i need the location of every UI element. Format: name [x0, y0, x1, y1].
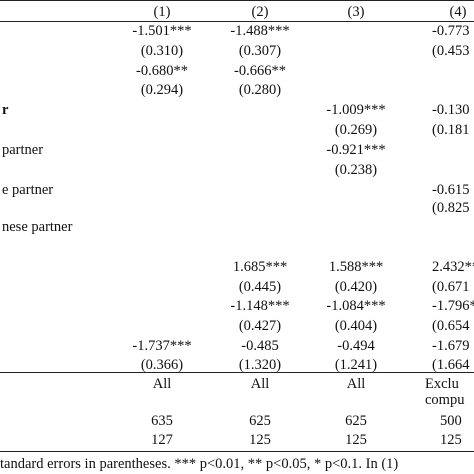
obs-col-3: 625	[345, 413, 367, 429]
cell-r5-col-3: -1.009***	[326, 102, 386, 118]
cell-r3-col-1: -0.680**	[136, 63, 188, 79]
cell-r2-col-1: (0.310)	[140, 43, 184, 59]
header-rule	[0, 21, 474, 22]
header-col-4: (4)	[449, 4, 467, 20]
header-col-1: (1)	[153, 4, 171, 20]
cell-r8-col-3: (0.238)	[334, 162, 378, 178]
obs-col-1: 635	[151, 413, 173, 429]
cell-r15-col-2: -0.485	[241, 338, 279, 354]
cell-r7-col-3: -0.921***	[326, 142, 386, 158]
group-col-4: 125	[440, 432, 462, 448]
cell-r1-col-2: -1.488***	[230, 23, 290, 39]
sample-col-4: Exclu	[425, 376, 459, 392]
cell-r9-col-4: -0.615	[432, 182, 470, 198]
cell-r13-col-2: -1.148***	[230, 298, 290, 314]
cell-r15-col-3: -0.494	[337, 338, 375, 354]
group-col-3: 125	[345, 432, 367, 448]
cell-r16-col-3: (1.241)	[334, 357, 378, 373]
cell-r14-col-4: (0.654	[432, 318, 470, 334]
sample-col-2: All	[250, 376, 270, 392]
cell-r15-col-4: -1.679	[432, 338, 470, 354]
group-col-1: 127	[151, 432, 173, 448]
table-footnote: tandard errors in parentheses. *** p<0.0…	[0, 456, 399, 472]
cell-r13-col-4: -1.796**	[432, 298, 474, 314]
obs-col-2: 625	[249, 413, 271, 429]
row-label-r7: e partner	[2, 182, 54, 198]
cell-r15-col-1: -1.737***	[132, 338, 192, 354]
cell-r16-col-2: (1.320)	[238, 357, 282, 373]
obs-col-4: 500	[440, 413, 462, 429]
cell-r16-col-4: (1.664	[432, 357, 470, 373]
cell-r12-col-2: (0.445)	[238, 279, 282, 295]
cell-r2-col-2: (0.307)	[238, 43, 282, 59]
cell-r2-col-4: (0.453	[432, 43, 470, 59]
cell-r14-col-2: (0.427)	[238, 318, 282, 334]
cell-r11-col-4: 2.432**	[432, 259, 474, 275]
cell-r3-col-2: -0.666**	[234, 63, 286, 79]
row-label-r5: partner	[2, 142, 44, 158]
cell-r13-col-3: -1.084***	[326, 298, 386, 314]
cell-r14-col-3: (0.404)	[334, 318, 378, 334]
cell-r5-col-4: -0.130	[432, 102, 470, 118]
cell-r16-col-1: (0.366)	[140, 357, 184, 373]
cell-r12-col-3: (0.420)	[334, 279, 378, 295]
cell-r11-col-2: 1.685***	[232, 259, 288, 275]
top-rule	[0, 0, 474, 1]
cell-r1-col-1: -1.501***	[132, 23, 192, 39]
header-col-2: (2)	[251, 4, 269, 20]
sample-col-1: All	[152, 376, 172, 392]
body-rule	[0, 372, 474, 373]
bottom-rule	[0, 451, 474, 452]
cell-r11-col-3: 1.588***	[328, 259, 384, 275]
sample-col-3: All	[346, 376, 366, 392]
cell-r4-col-1: (0.294)	[140, 82, 184, 98]
sample2-col-4: compu	[425, 392, 465, 408]
group-col-2: 125	[249, 432, 271, 448]
header-col-3: (3)	[347, 4, 365, 20]
cell-r4-col-2: (0.280)	[238, 82, 282, 98]
row-label-r9: nese partner	[2, 219, 73, 235]
cell-r1-col-4: -0.773	[432, 23, 470, 39]
row-label-r3: r	[2, 102, 9, 118]
cell-r12-col-4: (0.671	[432, 279, 470, 295]
cell-r6-col-3: (0.269)	[334, 122, 378, 138]
cell-r6-col-4: (0.181	[432, 122, 470, 138]
cell-r10-col-4: (0.825	[432, 200, 470, 216]
